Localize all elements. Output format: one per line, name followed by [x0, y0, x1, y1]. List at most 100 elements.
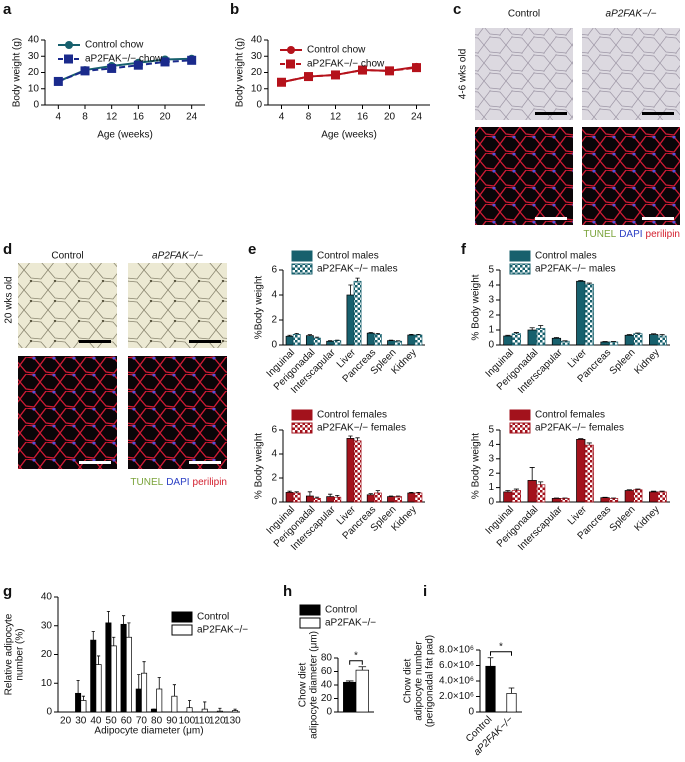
bar	[658, 492, 667, 502]
error-bar	[92, 632, 95, 641]
y-axis-label: Body weight (g)	[12, 38, 23, 107]
y-tick-label: 0	[468, 707, 474, 718]
y-tick-label: 20	[41, 649, 53, 660]
error-bar	[530, 467, 535, 480]
x-tick-label: 16	[357, 112, 369, 123]
bar	[374, 334, 381, 345]
micrograph-texture	[475, 28, 573, 120]
panel-label: h	[283, 583, 292, 600]
marker	[277, 78, 286, 87]
x-tick-label: Spleen	[608, 347, 638, 377]
bar	[625, 335, 634, 345]
scale-bar	[535, 217, 567, 220]
legend-marker	[287, 46, 295, 54]
bar	[585, 445, 594, 502]
legend-marker	[64, 55, 73, 64]
bar	[387, 497, 394, 502]
bar	[96, 665, 101, 712]
stain-name: TUNEL	[583, 229, 616, 240]
y-tick-label: 40	[251, 35, 263, 46]
x-tick-label: 20	[60, 716, 72, 727]
legend-label: aP2FAK−/− males	[317, 264, 398, 275]
legend-label: aP2FAK−/−	[197, 625, 248, 636]
y-axis-label: % Body weight	[471, 274, 482, 340]
error-bar	[218, 708, 221, 711]
error-bar	[348, 285, 352, 295]
legend-swatch	[510, 251, 530, 261]
y-axis-label: % Body weight	[471, 433, 482, 499]
legend-label: Control males	[535, 251, 597, 262]
bar	[111, 646, 116, 712]
bar	[577, 439, 586, 502]
x-tick-label: 24	[411, 112, 423, 123]
bar	[293, 493, 300, 502]
error-bar	[509, 688, 515, 693]
y-tick-label: 40	[321, 680, 333, 691]
bar	[313, 338, 320, 345]
bar	[187, 708, 192, 712]
y-tick-label: 6	[271, 425, 277, 436]
legend-label: Control chow	[307, 45, 366, 56]
bar	[601, 498, 610, 502]
legend-label: aP2FAK−/− females	[535, 423, 624, 434]
legend-swatch	[300, 605, 320, 615]
legend-swatch	[292, 410, 312, 420]
bar	[334, 341, 341, 345]
scale-bar	[189, 340, 221, 343]
panel-label: g	[3, 583, 12, 600]
bar	[347, 295, 354, 345]
legend-marker	[286, 60, 295, 69]
error-bar	[173, 685, 176, 697]
bar	[649, 335, 658, 346]
panel-label: f	[461, 241, 467, 258]
y-tick-label: 10	[28, 83, 40, 94]
legend-swatch	[172, 612, 192, 622]
bar	[354, 441, 361, 502]
legend-marker	[65, 41, 73, 49]
bar	[504, 492, 512, 502]
legend-label: Control	[325, 605, 357, 616]
bar	[504, 336, 512, 345]
bar	[286, 492, 293, 502]
legend-swatch	[300, 618, 320, 628]
micrograph-texture	[128, 356, 227, 469]
bar	[415, 335, 422, 345]
bar	[395, 341, 402, 345]
row-label: 20 wks old	[4, 276, 15, 323]
bar	[387, 341, 394, 345]
y-tick-label: 0	[271, 497, 277, 508]
legend-swatch	[292, 264, 312, 274]
y-axis-label: Chow diet	[298, 663, 309, 708]
bar	[334, 497, 341, 502]
error-bar	[488, 658, 494, 667]
bar	[327, 497, 334, 502]
bar	[293, 334, 300, 345]
significance-label: *	[354, 650, 358, 661]
bar	[75, 693, 80, 712]
y-tick-label: 4.0×10⁶	[439, 676, 474, 687]
y-tick-label: 4	[488, 439, 494, 450]
error-bar	[77, 680, 80, 693]
bar	[415, 493, 422, 502]
y-axis-label: adipocyte diameter (μm)	[309, 631, 320, 739]
y-axis-label: Body weight (g)	[235, 38, 246, 107]
bar	[512, 334, 521, 345]
panel-label: b	[230, 1, 239, 18]
bar	[367, 333, 374, 345]
row-label: 4-6 wks old	[458, 49, 469, 100]
x-tick-label: 40	[90, 716, 102, 727]
x-tick-label: 130	[224, 716, 241, 727]
x-tick-label: 8	[306, 112, 312, 123]
y-tick-label: 1	[488, 325, 494, 336]
bar	[552, 498, 561, 502]
x-axis-label: Age (weeks)	[97, 130, 153, 141]
marker	[331, 70, 340, 79]
error-bar	[112, 637, 115, 646]
error-bar	[203, 702, 206, 709]
bar	[356, 670, 369, 712]
stain-name: TUNEL	[130, 477, 163, 488]
error-bar	[122, 616, 125, 625]
